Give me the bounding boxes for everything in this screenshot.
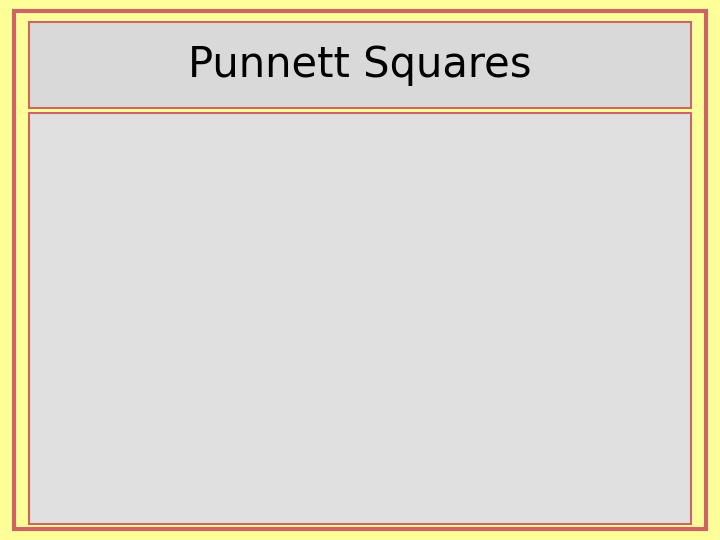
Text: f: f: [390, 280, 397, 300]
Text: F: F: [485, 206, 498, 226]
Text: of parents.: of parents.: [68, 201, 166, 219]
Text: ff: ff: [585, 358, 601, 378]
Text: •: •: [122, 421, 130, 436]
Bar: [433, 245, 652, 417]
Text: Ff: Ff: [480, 276, 501, 296]
Text: •: •: [122, 327, 130, 342]
Text: The parent genotypes
are crossed to determine
the possible genotypes of
the offs: The parent genotypes are crossed to dete…: [155, 421, 353, 499]
Text: f: f: [590, 206, 598, 226]
Text: f: f: [390, 358, 397, 378]
Text: ff: ff: [585, 276, 601, 296]
Text: genotypes and phenotypes in the offspring of a given set: genotypes and phenotypes in the offsprin…: [68, 164, 586, 181]
Text: The genotype of one
parent goes across the
top: The genotype of one parent goes across t…: [155, 216, 330, 273]
Text: •: •: [122, 216, 130, 231]
Text: Punnett Squares: Punnett Squares: [188, 44, 532, 86]
Text: Ff: Ff: [480, 358, 501, 378]
Text: •: •: [42, 126, 53, 145]
Text: The genotype of the
other parent goes down
the side: The genotype of the other parent goes do…: [155, 327, 338, 384]
Text: f: f: [390, 276, 397, 296]
Text: f: f: [390, 362, 397, 382]
Text: Punnett squares are the tool we use to predict the: Punnett squares are the tool we use to p…: [68, 126, 522, 144]
Bar: [439, 245, 645, 409]
